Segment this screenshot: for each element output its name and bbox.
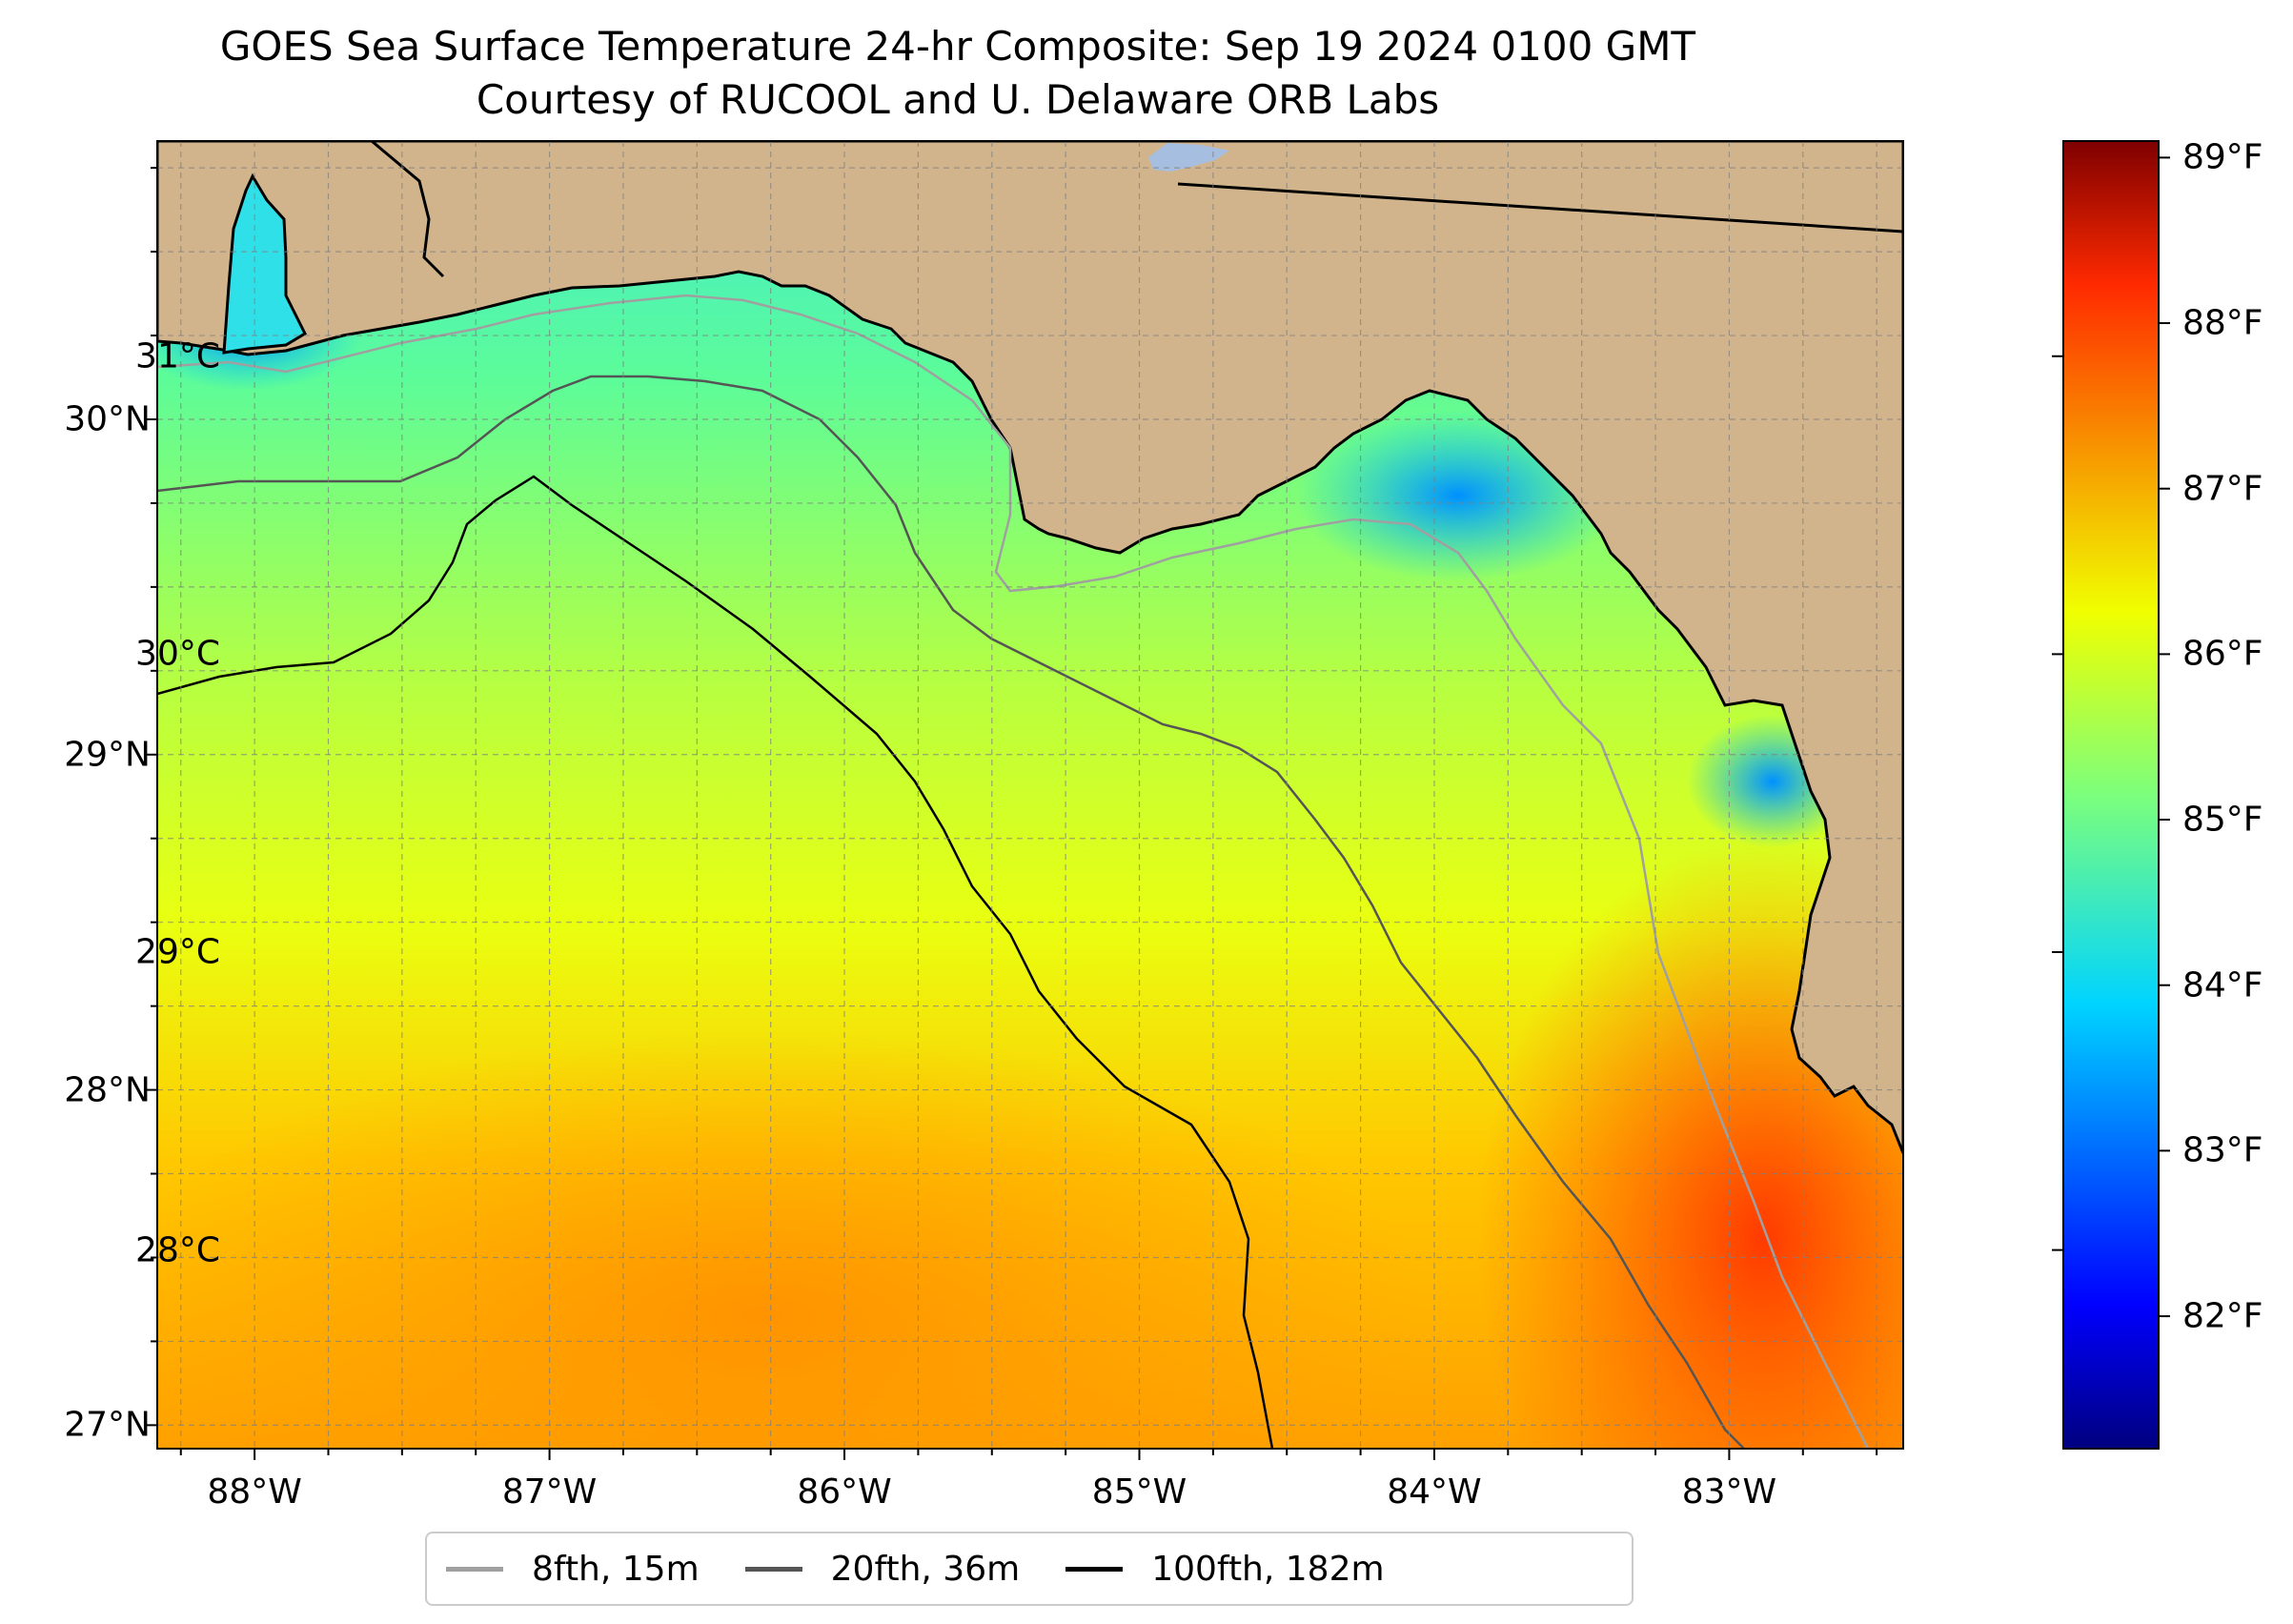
colorbar-c-label: 29°C xyxy=(135,932,220,972)
colorbar-f-label: 85°F xyxy=(2182,800,2263,840)
colorbar-ticks xyxy=(2052,156,2170,1318)
colorbar-f-label: 88°F xyxy=(2182,303,2263,343)
contour-182m xyxy=(157,475,1274,1449)
chart-subtitle: Courtesy of RUCOOL and U. Delaware ORB L… xyxy=(476,76,1440,123)
colorbar-f-label: 83°F xyxy=(2182,1130,2263,1170)
colorbar-f-label: 89°F xyxy=(2182,137,2263,177)
latitude-label: 29°N xyxy=(64,735,151,775)
mobile-bay xyxy=(222,173,307,355)
map-ticks xyxy=(146,167,1878,1460)
legend-item-36m: 20fth, 36m xyxy=(744,1549,1021,1589)
colorbar-f-label: 84°F xyxy=(2182,965,2263,1005)
longitude-label: 87°W xyxy=(501,1472,598,1512)
colorbar-f-label: 87°F xyxy=(2182,469,2263,509)
chart-title: GOES Sea Surface Temperature 24-hr Compo… xyxy=(219,23,1696,70)
map-frame xyxy=(156,140,1904,1450)
legend-swatch-36m xyxy=(744,1566,802,1572)
warm-water-southeast xyxy=(1477,839,1903,1449)
contour-legend: 8fth, 15m 20fth, 36m 100fth, 182m xyxy=(425,1532,1634,1606)
legend-item-15m: 8fth, 15m xyxy=(446,1550,700,1589)
colorbar-f-label: 82°F xyxy=(2182,1296,2263,1336)
latitude-label: 28°N xyxy=(64,1070,151,1110)
colorbar xyxy=(2062,140,2160,1450)
colorbar-c-label: 31°C xyxy=(135,336,220,376)
longitude-label: 83°W xyxy=(1681,1472,1777,1512)
legend-label-182m: 100fth, 182m xyxy=(1151,1549,1385,1589)
latitude-label: 30°N xyxy=(64,399,151,439)
contour-15m xyxy=(157,294,1870,1449)
land-mass xyxy=(157,141,1903,1154)
legend-swatch-182m xyxy=(1065,1566,1124,1572)
latitude-label: 27°N xyxy=(64,1405,151,1445)
contour-36m xyxy=(157,375,1745,1449)
colorbar-c-label: 30°C xyxy=(135,634,220,674)
legend-label-36m: 20fth, 36m xyxy=(830,1549,1021,1589)
longitude-label: 88°W xyxy=(207,1472,302,1512)
longitude-label: 86°W xyxy=(797,1472,892,1512)
longitude-label: 84°W xyxy=(1387,1472,1482,1512)
colorbar-c-label: 28°C xyxy=(135,1230,220,1270)
lake-seminole xyxy=(1148,143,1229,172)
warm-water-south xyxy=(157,1029,1430,1449)
legend-swatch-15m xyxy=(446,1566,503,1572)
state-boundary-ga xyxy=(1177,182,1903,233)
legend-item-182m: 100fth, 182m xyxy=(1065,1549,1385,1589)
colorbar-f-label: 86°F xyxy=(2182,634,2263,674)
longitude-label: 85°W xyxy=(1091,1472,1187,1512)
legend-label-15m: 8fth, 15m xyxy=(532,1549,700,1589)
map-area xyxy=(157,141,1903,1449)
map-gridlines xyxy=(157,141,1903,1449)
